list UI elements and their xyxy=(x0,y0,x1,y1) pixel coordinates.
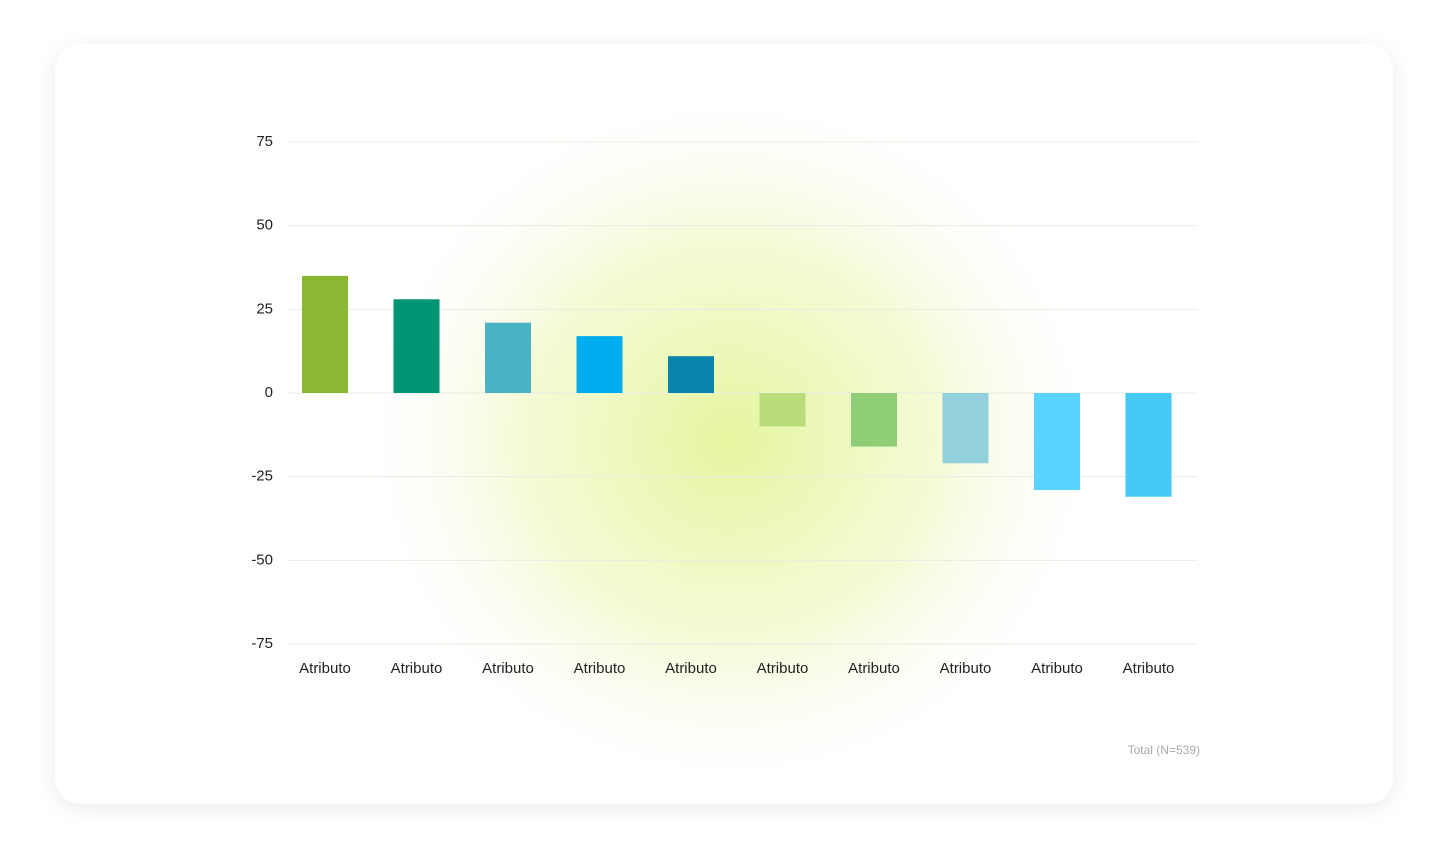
y-tick-label: 75 xyxy=(256,133,273,150)
x-tick-label: Atributo xyxy=(1123,660,1175,677)
bar xyxy=(668,356,714,393)
y-tick-label: -50 xyxy=(251,551,273,568)
x-tick-label: Atributo xyxy=(482,660,534,677)
background-glow xyxy=(350,75,1110,805)
x-tick-label: Atributo xyxy=(391,660,443,677)
x-tick-label: Atributo xyxy=(1031,660,1083,677)
y-tick-label: 25 xyxy=(256,300,273,317)
x-tick-label: Atributo xyxy=(574,660,626,677)
x-tick-label: Atributo xyxy=(848,660,900,677)
bar xyxy=(851,393,897,447)
x-tick-label: Atributo xyxy=(940,660,992,677)
y-tick-label: 0 xyxy=(265,384,273,401)
bar xyxy=(759,393,806,427)
bar xyxy=(302,275,348,393)
bar xyxy=(393,299,440,393)
y-tick-label: -75 xyxy=(251,635,273,652)
x-tick-label: Atributo xyxy=(299,660,351,677)
bar xyxy=(1034,393,1080,491)
bar xyxy=(485,322,531,393)
bar xyxy=(576,336,623,393)
y-tick-label: -25 xyxy=(251,468,273,485)
bar xyxy=(942,393,989,464)
x-tick-label: Atributo xyxy=(757,660,809,677)
bar xyxy=(1125,393,1172,497)
x-tick-label: Atributo xyxy=(665,660,717,677)
y-tick-label: 50 xyxy=(256,217,273,234)
footnote: Total (N=539) xyxy=(1128,743,1200,757)
